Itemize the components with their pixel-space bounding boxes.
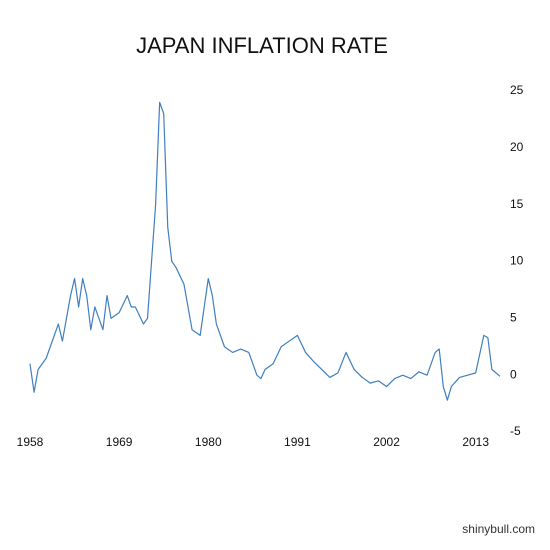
x-tick-label: 2002 <box>373 435 400 449</box>
x-tick-label: 1969 <box>106 435 133 449</box>
x-tick-label: 1980 <box>195 435 222 449</box>
y-tick-label: 15 <box>510 197 524 211</box>
chart-title: JAPAN INFLATION RATE <box>136 33 388 58</box>
y-tick-label: -5 <box>510 424 521 438</box>
watermark: shinybull.com <box>462 522 535 536</box>
x-tick-label: 1991 <box>284 435 311 449</box>
data-line <box>29 101 501 401</box>
y-tick-label: 10 <box>510 254 524 268</box>
y-tick-label: 5 <box>510 311 517 325</box>
y-tick-label: 20 <box>510 140 524 154</box>
y-tick-label: 0 <box>510 367 517 381</box>
x-tick-label: 2013 <box>462 435 489 449</box>
y-tick-label: 25 <box>510 83 524 97</box>
x-tick-label: 1958 <box>17 435 44 449</box>
